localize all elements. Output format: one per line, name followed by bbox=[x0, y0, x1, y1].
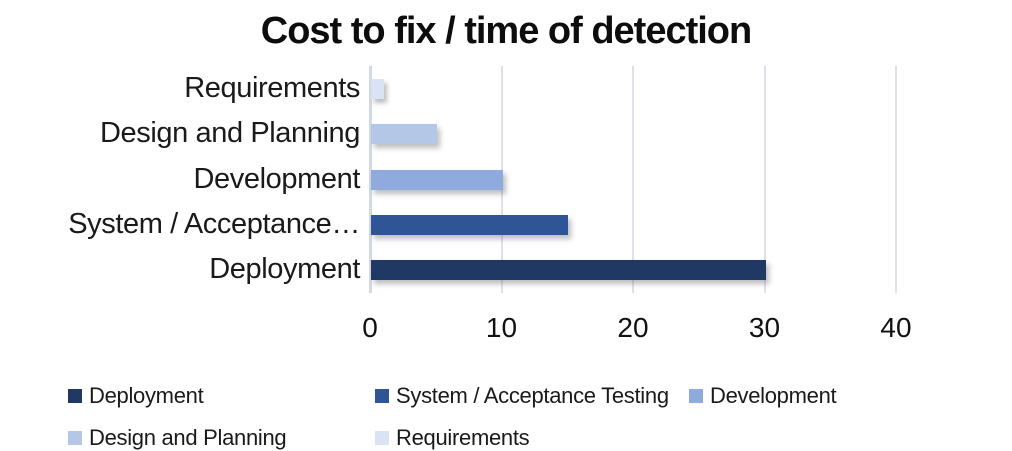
bar bbox=[371, 124, 437, 145]
legend-label: System / Acceptance Testing bbox=[396, 383, 669, 408]
gridline bbox=[763, 66, 766, 293]
category-label: Design and Planning bbox=[99, 116, 360, 149]
category-label: Requirements bbox=[184, 71, 360, 104]
legend-item: Design and Planning bbox=[68, 425, 287, 450]
legend-swatch bbox=[68, 389, 82, 403]
value-tick-label: 0 bbox=[362, 312, 378, 343]
category-label: System / Acceptance… bbox=[68, 207, 360, 240]
value-tick-label: 40 bbox=[880, 312, 912, 343]
legend-label: Design and Planning bbox=[89, 425, 287, 450]
value-tick-label: 30 bbox=[748, 312, 781, 343]
legend-swatch bbox=[689, 389, 703, 403]
category-label: Development bbox=[193, 162, 361, 195]
legend-swatch bbox=[375, 431, 389, 445]
bar bbox=[371, 169, 503, 190]
legend-swatch bbox=[375, 389, 389, 403]
gridline bbox=[895, 66, 897, 293]
legend-item: System / Acceptance Testing bbox=[375, 383, 669, 408]
legend-item: Deployment bbox=[68, 383, 204, 408]
legend-swatch bbox=[68, 431, 82, 445]
chart-title: Cost to fix / time of detection bbox=[260, 10, 752, 52]
bar bbox=[371, 214, 569, 235]
category-label: Deployment bbox=[209, 253, 360, 286]
legend-label: Requirements bbox=[396, 425, 530, 450]
legend-item: Requirements bbox=[375, 425, 530, 450]
legend-item: Development bbox=[689, 383, 837, 408]
bar bbox=[371, 260, 766, 281]
legend-label: Development bbox=[710, 383, 837, 408]
gridline bbox=[369, 66, 372, 293]
bar bbox=[371, 78, 385, 99]
gridline bbox=[632, 66, 634, 293]
value-tick-label: 20 bbox=[617, 312, 649, 343]
legend-label: Deployment bbox=[89, 383, 204, 408]
value-tick-label: 10 bbox=[485, 312, 518, 343]
